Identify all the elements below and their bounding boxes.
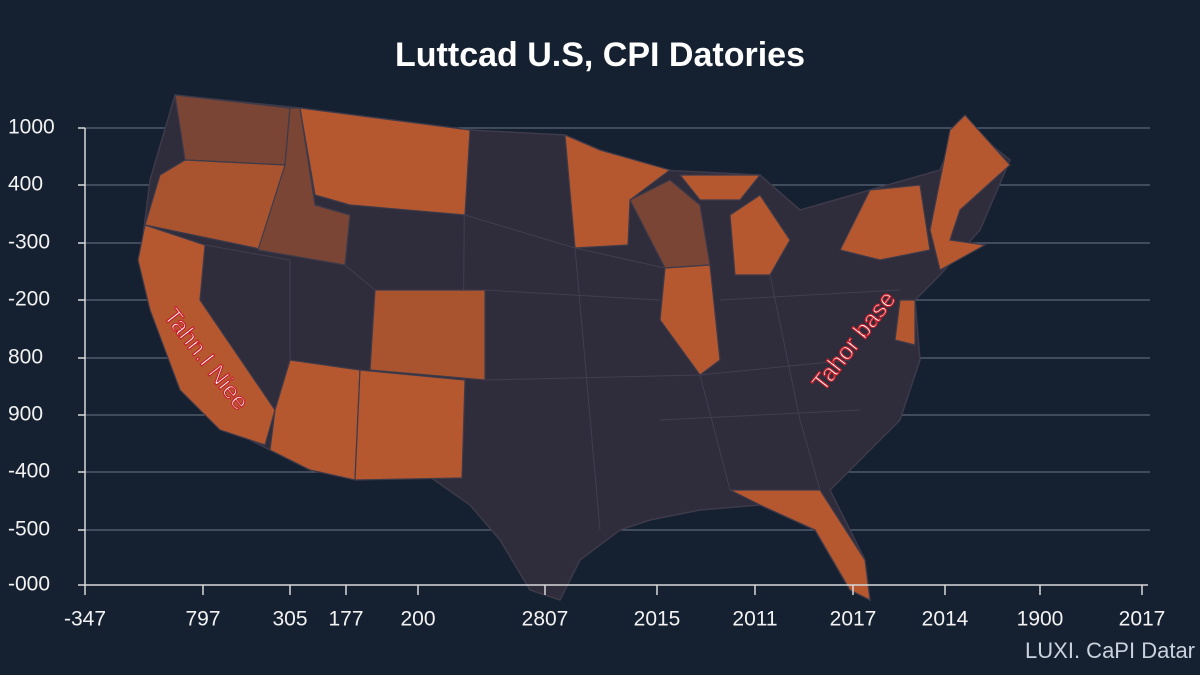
x-axis-label: 2014 (922, 608, 969, 631)
x-axis-label: 2015 (634, 608, 681, 631)
y-axis-label: -300 (8, 231, 50, 254)
state (137, 224, 276, 446)
state (144, 159, 286, 251)
y-axis-label: -000 (8, 573, 50, 596)
y-axis-label: -200 (8, 288, 50, 311)
border (769, 274, 821, 491)
state (629, 179, 711, 269)
y-axis-label: 1000 (8, 116, 55, 139)
border (719, 289, 901, 301)
x-axis-label: 200 (400, 608, 435, 631)
x-axis-label: 2011 (732, 608, 777, 631)
state (369, 289, 486, 381)
watermark: LUXI. CaPI Datar (1025, 638, 1195, 663)
state (299, 107, 471, 216)
x-axis-label: -347 (64, 608, 106, 631)
state (729, 489, 871, 602)
x-axis-label: 1900 (1017, 608, 1064, 631)
state (729, 194, 791, 276)
state (929, 114, 1011, 271)
y-axis-label: 400 (8, 173, 43, 196)
axes (78, 127, 1148, 595)
us-map (137, 94, 1011, 602)
border (699, 374, 731, 491)
x-axis-label: 177 (328, 608, 363, 631)
border (484, 289, 661, 301)
y-axis-label: -400 (8, 460, 50, 483)
state (894, 299, 916, 346)
border (659, 409, 861, 421)
state (678, 174, 762, 201)
x-axis-label: 305 (272, 608, 307, 631)
state (174, 94, 291, 166)
state (354, 369, 466, 481)
border (574, 247, 601, 531)
y-axis-label: 800 (8, 346, 43, 369)
title: Luttcad U.S, CPI Datories (395, 36, 805, 74)
x-axis-label: 2017 (1119, 608, 1166, 631)
x-axis-label: 2017 (830, 608, 877, 631)
state (659, 264, 721, 376)
state (839, 184, 931, 261)
x-axis-label: 797 (185, 608, 220, 631)
y-axis-label: 900 (8, 403, 43, 426)
x-axis-label: 2807 (522, 608, 569, 631)
y-axis-label: -500 (8, 518, 50, 541)
border (204, 244, 291, 360)
